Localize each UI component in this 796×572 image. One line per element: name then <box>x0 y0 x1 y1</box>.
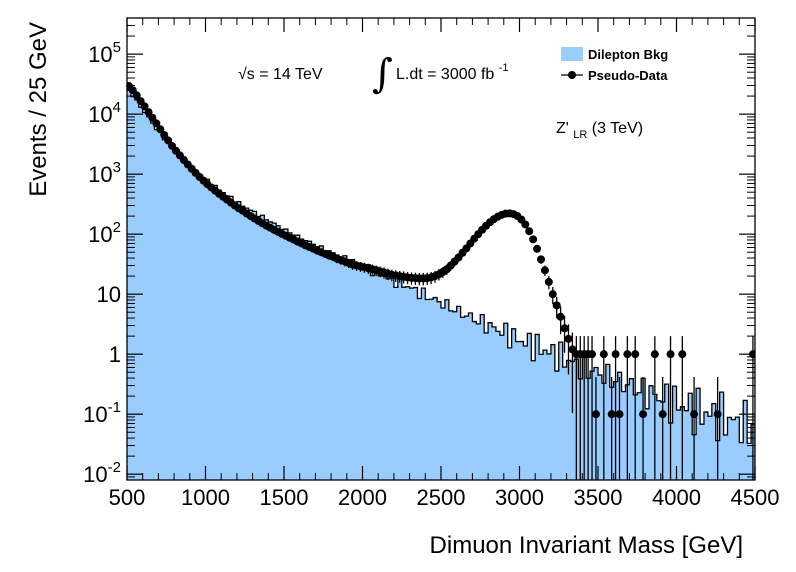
data-point <box>607 410 616 419</box>
data-point <box>548 290 557 299</box>
y-tick-label: 104 <box>88 99 121 127</box>
y-tick-label: 10 <box>97 282 121 307</box>
legend-swatch-data-marker <box>568 71 576 79</box>
x-tick-label: 1000 <box>181 485 230 510</box>
y-tick-base: 10 <box>83 402 107 427</box>
y-tick-label: 103 <box>88 159 121 187</box>
data-point <box>639 410 648 419</box>
data-point <box>631 350 640 359</box>
y-tick-label: 105 <box>88 39 121 67</box>
y-tick-label: 102 <box>88 219 121 247</box>
data-point <box>588 350 597 359</box>
x-tick-label: 500 <box>109 485 146 510</box>
data-point <box>666 350 675 359</box>
data-point <box>529 235 538 244</box>
signal-subscript: LR <box>573 129 587 141</box>
integral-symbol: ∫ <box>372 51 393 97</box>
luminosity-annotation: L.dt = 3000 fb -1 <box>396 62 509 83</box>
data-point <box>623 350 632 359</box>
data-point <box>148 113 157 122</box>
data-point <box>140 102 149 111</box>
y-tick-base: 10 <box>88 42 112 67</box>
legend-label-data: Pseudo-Data <box>588 68 668 83</box>
legend: Dilepton Bkg Pseudo-Data <box>561 47 668 83</box>
data-point <box>556 312 565 321</box>
data-point <box>552 301 561 310</box>
signal-annotation: Z' LR (3 TeV) <box>556 120 643 142</box>
background-histogram-fill <box>127 90 755 480</box>
y-tick-exponent: 2 <box>113 219 121 236</box>
data-point <box>690 410 699 419</box>
y-axis-title: Events / 25 GeV <box>25 22 52 197</box>
y-tick-exponent: 3 <box>113 159 121 176</box>
legend-swatch-background <box>561 47 583 61</box>
signal-mass: (3 TeV) <box>592 120 643 137</box>
data-point <box>560 324 569 333</box>
data-point <box>599 350 608 359</box>
y-tick-base: 10 <box>83 462 107 487</box>
energy-annotation: √s = 14 TeV <box>238 66 323 83</box>
y-tick-exponent: -1 <box>108 399 121 416</box>
background-histogram-edge <box>127 89 755 445</box>
data-point <box>152 119 161 128</box>
axes: 500 1000 1500 2000 2500 3000 3500 4000 450010-21… <box>83 17 780 510</box>
luminosity-text: L.dt = 3000 fb <box>396 66 494 83</box>
data-point <box>658 410 667 419</box>
x-axis-title: Dimuon Invariant Mass [GeV] <box>430 532 743 559</box>
signal-name: Z' <box>556 120 569 137</box>
data-point <box>144 108 153 117</box>
x-tick-label: 2000 <box>338 485 387 510</box>
y-tick-base: 10 <box>88 162 112 187</box>
data-point <box>564 334 573 343</box>
data-point <box>521 220 530 229</box>
x-tick-label: 4000 <box>652 485 701 510</box>
luminosity-unit-exponent: -1 <box>499 62 509 74</box>
x-tick-label: 3500 <box>574 485 623 510</box>
data-point <box>615 410 624 419</box>
data-point <box>678 350 687 359</box>
data-point <box>544 277 553 286</box>
data-point <box>591 410 600 419</box>
plot-area <box>125 81 755 480</box>
legend-label-background: Dilepton Bkg <box>588 47 668 62</box>
data-point <box>533 244 542 253</box>
data-point <box>611 350 620 359</box>
x-tick-label: 3000 <box>495 485 544 510</box>
y-tick-exponent: -2 <box>108 459 121 476</box>
y-tick-exponent: 5 <box>113 39 121 56</box>
x-tick-label: 2500 <box>417 485 466 510</box>
y-tick-base: 10 <box>88 102 112 127</box>
data-point <box>164 136 173 145</box>
data-point <box>156 125 165 134</box>
y-tick-base: 10 <box>88 222 112 247</box>
x-tick-label: 1500 <box>260 485 309 510</box>
data-point <box>650 350 659 359</box>
y-tick-exponent: 4 <box>113 99 121 116</box>
data-point <box>537 255 546 264</box>
data-point <box>713 410 722 419</box>
x-tick-label: 4500 <box>731 485 780 510</box>
data-point <box>525 227 534 236</box>
data-point <box>132 91 141 100</box>
y-tick-label: 10-1 <box>83 399 121 427</box>
y-tick-label: 10-2 <box>83 459 121 487</box>
y-tick-label: 1 <box>109 342 121 367</box>
data-point <box>540 266 549 275</box>
